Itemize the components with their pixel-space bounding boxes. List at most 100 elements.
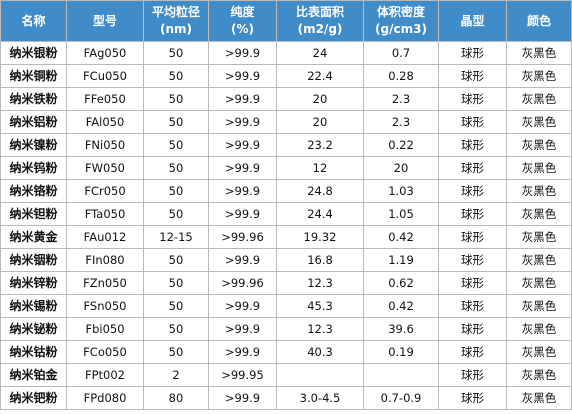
cell-surface-area: 45.3 — [276, 294, 364, 318]
cell-name: 纳米镍粉 — [0, 133, 67, 157]
cell-particle-size: 50 — [143, 294, 209, 318]
cell-name: 纳米铟粉 — [0, 248, 67, 272]
cell-crystal-form: 球形 — [438, 317, 507, 341]
cell-bulk-density: 0.7-0.9 — [363, 386, 439, 410]
cell-color: 灰黑色 — [506, 202, 572, 226]
cell-purity: >99.9 — [208, 248, 277, 272]
cell-surface-area: 12.3 — [276, 271, 364, 295]
cell-name: 纳米铁粉 — [0, 87, 67, 111]
cell-model: FAg050 — [66, 41, 144, 65]
cell-bulk-density: 1.03 — [363, 179, 439, 203]
table-row: 纳米黄金 FAu012 12-15 >99.96 19.32 0.42 球形 灰黑色 — [0, 225, 572, 249]
cell-bulk-density — [363, 363, 439, 387]
cell-surface-area: 12.3 — [276, 317, 364, 341]
cell-color: 灰黑色 — [506, 133, 572, 157]
cell-particle-size: 50 — [143, 41, 209, 65]
cell-bulk-density: 0.7 — [363, 41, 439, 65]
cell-surface-area: 24.4 — [276, 202, 364, 226]
cell-color: 灰黑色 — [506, 225, 572, 249]
cell-name: 纳米钨粉 — [0, 156, 67, 180]
cell-crystal-form: 球形 — [438, 386, 507, 410]
table-row: 纳米铝粉 FAl050 50 >99.9 20 2.3 球形 灰黑色 — [0, 110, 572, 134]
cell-particle-size: 12-15 — [143, 225, 209, 249]
cell-particle-size: 50 — [143, 110, 209, 134]
cell-color: 灰黑色 — [506, 271, 572, 295]
cell-name: 纳米锌粉 — [0, 271, 67, 295]
table-row: 纳米铬粉 FCr050 50 >99.9 24.8 1.03 球形 灰黑色 — [0, 179, 572, 203]
cell-name: 纳米钯粉 — [0, 386, 67, 410]
cell-model: FSn050 — [66, 294, 144, 318]
cell-name: 纳米铜粉 — [0, 64, 67, 88]
cell-name: 纳米铂金 — [0, 363, 67, 387]
cell-purity: >99.9 — [208, 156, 277, 180]
cell-purity: >99.9 — [208, 340, 277, 364]
cell-bulk-density: 20 — [363, 156, 439, 180]
cell-particle-size: 50 — [143, 179, 209, 203]
cell-color: 灰黑色 — [506, 110, 572, 134]
cell-bulk-density: 39.6 — [363, 317, 439, 341]
cell-crystal-form: 球形 — [438, 179, 507, 203]
header-name: 名称 — [0, 0, 67, 42]
cell-model: FAl050 — [66, 110, 144, 134]
header-crystal-form: 晶型 — [438, 0, 507, 42]
cell-particle-size: 50 — [143, 156, 209, 180]
cell-particle-size: 2 — [143, 363, 209, 387]
cell-bulk-density: 0.42 — [363, 294, 439, 318]
cell-purity: >99.9 — [208, 317, 277, 341]
cell-surface-area: 19.32 — [276, 225, 364, 249]
cell-name: 纳米铝粉 — [0, 110, 67, 134]
cell-surface-area: 3.0-4.5 — [276, 386, 364, 410]
cell-crystal-form: 球形 — [438, 41, 507, 65]
table-row: 纳米银粉 FAg050 50 >99.9 24 0.7 球形 灰黑色 — [0, 41, 572, 65]
cell-bulk-density: 1.19 — [363, 248, 439, 272]
header-color: 颜色 — [506, 0, 572, 42]
cell-crystal-form: 球形 — [438, 87, 507, 111]
cell-purity: >99.96 — [208, 271, 277, 295]
header-row: 名称 型号 平均粒径 (nm) 纯度 (%) 比表面积 (m2/g) 体积密度 (g/cm3) 晶型… — [0, 0, 572, 42]
cell-surface-area: 16.8 — [276, 248, 364, 272]
cell-model: FCo050 — [66, 340, 144, 364]
cell-particle-size: 80 — [143, 386, 209, 410]
header-purity: 纯度 (%) — [208, 0, 277, 42]
table-row: 纳米铋粉 Fbi050 50 >99.9 12.3 39.6 球形 灰黑色 — [0, 317, 572, 341]
cell-crystal-form: 球形 — [438, 363, 507, 387]
cell-surface-area: 12 — [276, 156, 364, 180]
cell-purity: >99.9 — [208, 64, 277, 88]
cell-particle-size: 50 — [143, 317, 209, 341]
cell-particle-size: 50 — [143, 340, 209, 364]
cell-crystal-form: 球形 — [438, 133, 507, 157]
cell-model: FCu050 — [66, 64, 144, 88]
header-surface-area: 比表面积 (m2/g) — [276, 0, 364, 42]
table-row: 纳米镍粉 FNi050 50 >99.9 23.2 0.22 球形 灰黑色 — [0, 133, 572, 157]
cell-purity: >99.9 — [208, 179, 277, 203]
cell-bulk-density: 0.62 — [363, 271, 439, 295]
cell-bulk-density: 0.42 — [363, 225, 439, 249]
cell-model: FPd080 — [66, 386, 144, 410]
table-row: 纳米铂金 FPt002 2 >99.95 球形 灰黑色 — [0, 363, 572, 387]
cell-purity: >99.9 — [208, 133, 277, 157]
cell-purity: >99.9 — [208, 294, 277, 318]
cell-name: 纳米铬粉 — [0, 179, 67, 203]
cell-crystal-form: 球形 — [438, 340, 507, 364]
table-row: 纳米钨粉 FW050 50 >99.9 12 20 球形 灰黑色 — [0, 156, 572, 180]
cell-surface-area: 20 — [276, 87, 364, 111]
header-particle-size: 平均粒径 (nm) — [143, 0, 209, 42]
cell-bulk-density: 0.28 — [363, 64, 439, 88]
cell-particle-size: 50 — [143, 87, 209, 111]
cell-model: FW050 — [66, 156, 144, 180]
table-row: 纳米钴粉 FCo050 50 >99.9 40.3 0.19 球形 灰黑色 — [0, 340, 572, 364]
cell-crystal-form: 球形 — [438, 202, 507, 226]
cell-name: 纳米钽粉 — [0, 202, 67, 226]
cell-purity: >99.9 — [208, 202, 277, 226]
cell-color: 灰黑色 — [506, 317, 572, 341]
cell-name: 纳米锡粉 — [0, 294, 67, 318]
cell-crystal-form: 球形 — [438, 64, 507, 88]
cell-surface-area: 20 — [276, 110, 364, 134]
cell-color: 灰黑色 — [506, 294, 572, 318]
cell-purity: >99.9 — [208, 386, 277, 410]
table-body: 纳米银粉 FAg050 50 >99.9 24 0.7 球形 灰黑色 纳米铜粉 FCu050 50 >… — [0, 41, 572, 410]
cell-color: 灰黑色 — [506, 386, 572, 410]
cell-surface-area: 24 — [276, 41, 364, 65]
cell-crystal-form: 球形 — [438, 225, 507, 249]
cell-purity: >99.96 — [208, 225, 277, 249]
